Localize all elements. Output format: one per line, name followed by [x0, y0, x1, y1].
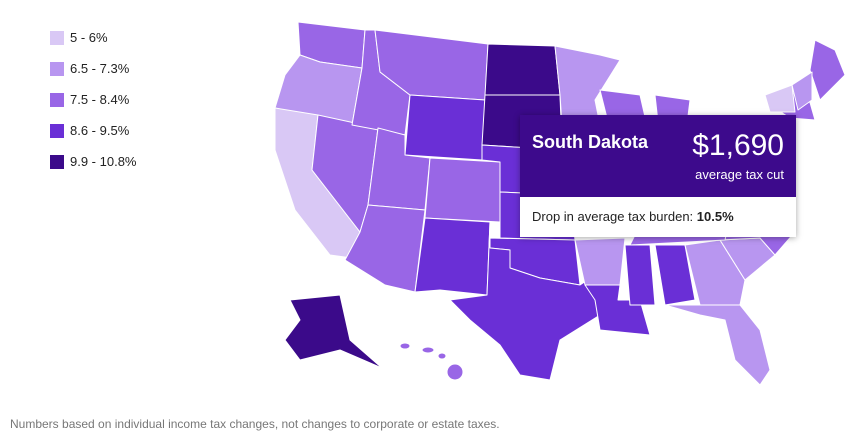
legend-label: 8.6 - 9.5% — [70, 123, 130, 138]
state-name: South Dakota — [532, 132, 649, 152]
legend-swatch — [50, 30, 64, 45]
legend-label: 5 - 6% — [70, 30, 108, 45]
state[interactable] — [284, 294, 383, 369]
legend-swatch — [50, 154, 64, 169]
state[interactable] — [437, 352, 447, 360]
state[interactable] — [344, 204, 426, 293]
legend-label: 9.9 - 10.8% — [70, 154, 137, 169]
state[interactable] — [791, 71, 813, 111]
legend: 5 - 6% 6.5 - 7.3% 7.5 - 8.4% 8.6 - 9.5% 9.9 … — [50, 22, 137, 177]
tooltip-header: South Dakota $1,690 average tax cut — [520, 115, 796, 197]
legend-swatch — [50, 92, 64, 107]
state[interactable] — [584, 284, 651, 336]
legend-item: 7.5 - 8.4% — [50, 84, 137, 115]
tax-cut-caption: average tax cut — [695, 167, 784, 182]
state[interactable] — [624, 244, 656, 306]
detail-value: 10.5% — [696, 209, 734, 224]
legend-item: 8.6 - 9.5% — [50, 115, 137, 146]
legend-swatch — [50, 61, 64, 76]
state[interactable] — [446, 363, 464, 381]
state[interactable] — [809, 39, 846, 101]
legend-item: 9.9 - 10.8% — [50, 146, 137, 177]
state[interactable] — [764, 84, 796, 113]
detail-label: Drop in average tax burden: — [532, 209, 694, 224]
legend-swatch — [50, 123, 64, 138]
state[interactable] — [664, 304, 771, 386]
state[interactable] — [654, 244, 696, 306]
state[interactable] — [414, 217, 491, 296]
legend-label: 7.5 - 8.4% — [70, 92, 130, 107]
state[interactable] — [574, 237, 626, 286]
state[interactable] — [404, 94, 486, 161]
state[interactable] — [484, 43, 561, 96]
tooltip: South Dakota $1,690 average tax cut Drop… — [520, 115, 796, 237]
legend-item: 6.5 - 7.3% — [50, 53, 137, 84]
state[interactable] — [399, 342, 411, 350]
state[interactable] — [449, 221, 601, 381]
state[interactable] — [424, 157, 501, 223]
legend-label: 6.5 - 7.3% — [70, 61, 130, 76]
tooltip-detail: Drop in average tax burden: 10.5% — [532, 209, 734, 224]
footnote: Numbers based on individual income tax c… — [10, 417, 500, 431]
tax-cut-value: $1,690 — [692, 129, 784, 162]
state[interactable] — [554, 45, 621, 126]
legend-item: 5 - 6% — [50, 22, 137, 53]
state[interactable] — [421, 346, 435, 354]
